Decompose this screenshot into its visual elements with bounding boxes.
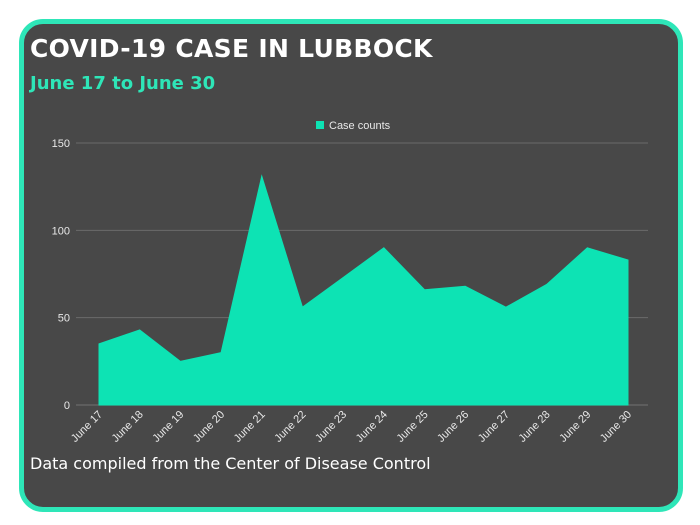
y-tick-label: 150 bbox=[52, 138, 70, 150]
x-tick-label: June 19 bbox=[150, 409, 186, 445]
series-area-case-counts bbox=[98, 174, 629, 406]
x-tick-label: June 25 bbox=[394, 409, 430, 445]
x-axis: June 17 June 18 June 19 June 20 June 21 June … bbox=[69, 409, 634, 445]
x-tick-label: June 28 bbox=[517, 409, 553, 445]
x-tick-label: June 27 bbox=[476, 409, 512, 445]
y-tick-label: 0 bbox=[64, 400, 70, 412]
x-tick-label: June 23 bbox=[313, 409, 349, 445]
x-tick-label: June 18 bbox=[110, 409, 146, 445]
x-tick-label: June 17 bbox=[69, 409, 105, 445]
x-tick-label: June 26 bbox=[435, 409, 471, 445]
x-tick-label: June 20 bbox=[191, 409, 227, 445]
y-tick-label: 100 bbox=[52, 225, 70, 237]
x-tick-label: June 29 bbox=[557, 409, 593, 445]
x-tick-label: June 30 bbox=[598, 409, 634, 445]
legend: Case counts bbox=[316, 120, 391, 132]
chart-title: COVID-19 CASE IN LUBBOCK bbox=[30, 34, 433, 63]
chart-subtitle: June 17 to June 30 bbox=[30, 73, 216, 94]
y-axis: 0 50 100 150 bbox=[52, 138, 70, 412]
y-tick-label: 50 bbox=[58, 313, 70, 325]
plot-area bbox=[98, 174, 629, 406]
x-tick-label: June 24 bbox=[354, 409, 390, 445]
legend-swatch bbox=[316, 121, 324, 129]
legend-label: Case counts bbox=[329, 120, 391, 132]
source-note: Data compiled from the Center of Disease… bbox=[30, 454, 431, 473]
x-tick-label: June 21 bbox=[232, 409, 268, 445]
x-tick-label: June 22 bbox=[272, 409, 308, 445]
